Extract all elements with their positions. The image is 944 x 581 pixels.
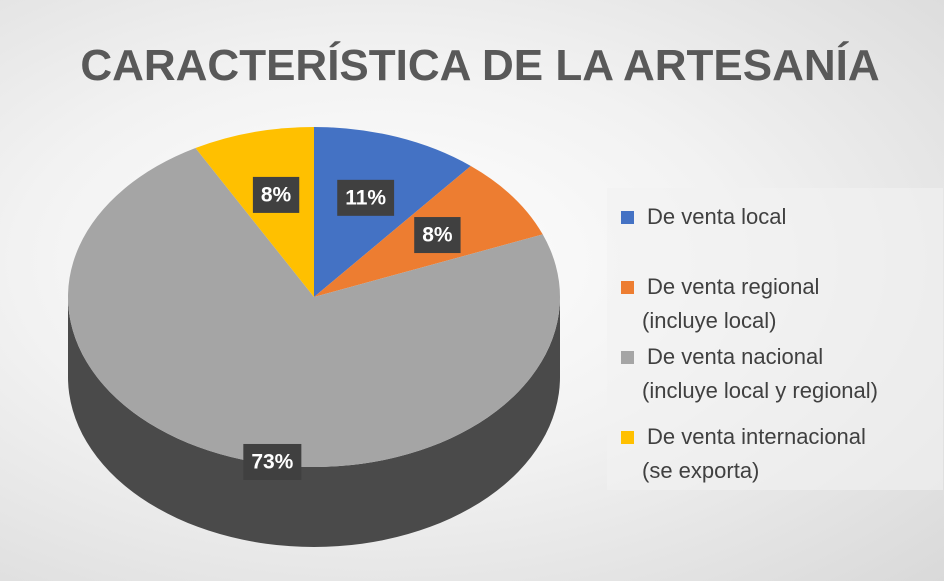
legend-label: De venta local [647, 204, 787, 229]
data-label: 11% [337, 179, 395, 216]
legend-label: De venta nacional (incluye local y regio… [642, 344, 878, 403]
data-label-box [337, 179, 395, 216]
chart-title: CARACTERÍSTICA DE LA ARTESANÍA [80, 40, 879, 90]
legend-swatch [621, 351, 634, 364]
legend-label: De venta internacional (se exporta) [642, 424, 866, 483]
data-label-text: 73% [251, 451, 293, 474]
legend-label: De venta regional (incluye local) [642, 274, 820, 333]
legend-swatch [621, 211, 634, 224]
data-label-text: 8% [422, 224, 453, 247]
data-label-box [252, 176, 300, 213]
pie-slice [67, 148, 560, 467]
data-label-text: 8% [261, 183, 292, 206]
legend-swatch [621, 281, 634, 294]
data-label: 8% [252, 176, 300, 213]
data-label: 8% [414, 217, 461, 254]
data-label-box [414, 217, 461, 254]
data-label-text: 11% [345, 186, 386, 209]
data-label: 73% [243, 443, 302, 480]
pie-side [68, 297, 560, 547]
data-label-box [243, 443, 302, 480]
legend-swatch [621, 431, 634, 444]
legend: De venta local De venta regional (incluye… [607, 188, 943, 490]
